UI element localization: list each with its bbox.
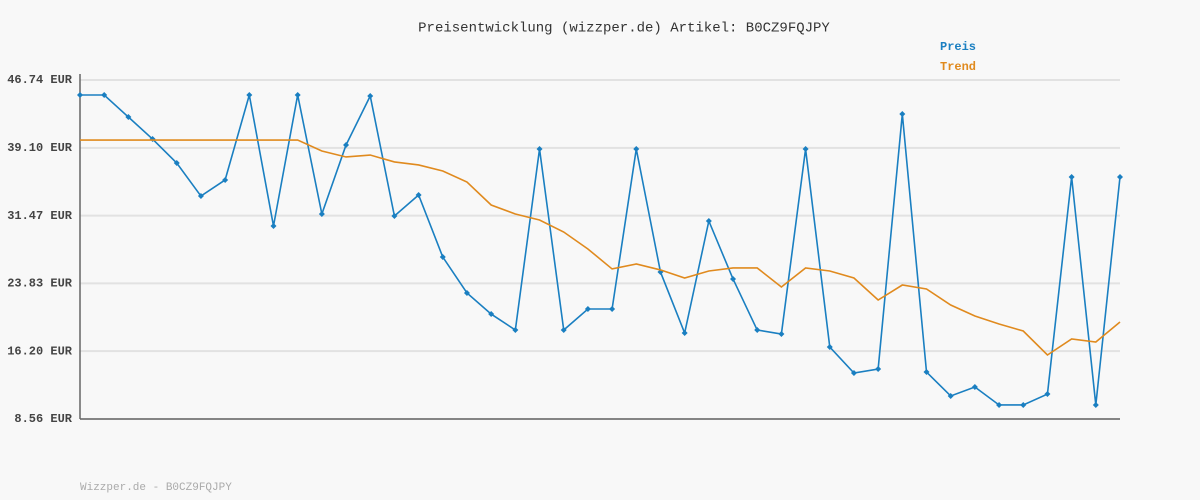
line-trend — [80, 139, 1121, 357]
data-point — [246, 92, 253, 99]
data-point — [971, 384, 978, 391]
data-point — [439, 254, 446, 261]
legend-entry: Preis — [940, 40, 976, 54]
data-point — [560, 327, 567, 334]
y-tick-label: 16.20 EUR — [7, 344, 73, 358]
data-point — [681, 330, 688, 337]
data-point — [802, 145, 809, 152]
data-point — [730, 275, 737, 282]
data-point — [294, 92, 301, 99]
data-point — [633, 145, 640, 152]
y-tick-label: 31.47 EUR — [7, 209, 73, 223]
data-point — [173, 160, 180, 167]
data-point — [705, 217, 712, 224]
data-point — [923, 369, 930, 376]
data-point — [1092, 401, 1099, 408]
data-point — [270, 222, 277, 229]
data-point — [343, 141, 350, 148]
data-point — [222, 176, 229, 183]
data-point — [899, 111, 906, 118]
data-point — [1117, 173, 1123, 180]
data-point — [125, 114, 132, 121]
footer: Wizzper.de - B0CZ9FQJPY — [80, 482, 232, 494]
data-point — [1044, 391, 1051, 398]
data-point — [101, 92, 108, 99]
legend-entry: Trend — [940, 60, 976, 74]
data-point — [754, 327, 761, 334]
chart-title: Preisentwicklung (wizzper.de) Artikel: B… — [418, 21, 830, 37]
data-point — [536, 145, 543, 152]
y-tick-label: 46.74 EUR — [7, 73, 73, 87]
data-point — [850, 370, 857, 377]
y-tick-label: 39.10 EUR — [7, 141, 73, 155]
data-point — [488, 311, 495, 318]
data-point — [318, 210, 325, 217]
line-preis — [80, 93, 1121, 406]
y-tick-label: 8.56 EUR — [14, 412, 72, 426]
data-point — [1068, 173, 1075, 180]
data-point — [463, 290, 470, 297]
data-point — [826, 343, 833, 350]
data-point — [778, 331, 785, 338]
data-point — [996, 401, 1003, 408]
data-point — [77, 92, 83, 99]
data-point — [947, 393, 954, 400]
data-point — [584, 305, 591, 312]
data-point — [875, 366, 882, 373]
data-point — [609, 305, 616, 312]
data-point — [391, 213, 398, 220]
data-point — [415, 191, 422, 198]
y-tick-label: 23.83 EUR — [7, 277, 73, 291]
data-point — [367, 92, 374, 99]
data-point — [512, 327, 519, 334]
data-point — [197, 193, 204, 200]
data-point — [1020, 401, 1027, 408]
